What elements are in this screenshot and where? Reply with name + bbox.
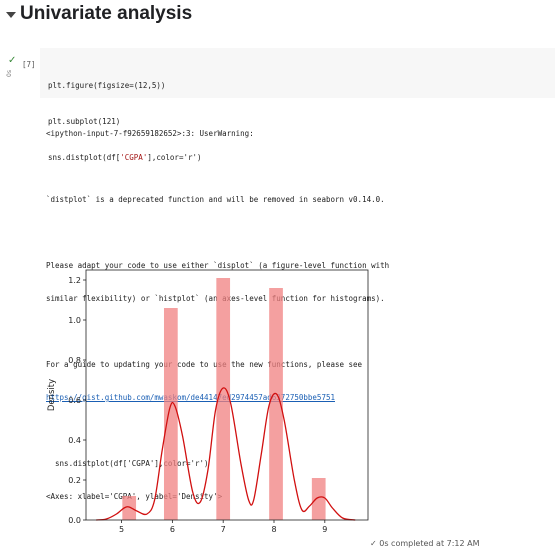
x-tick-label: 8 <box>271 525 276 534</box>
guide-link[interactable]: https://gist.github.com/mwaskom/de44147e… <box>46 393 335 402</box>
cell-exec-time: 0s <box>6 70 13 77</box>
axes-repr: <Axes: xlabel='CGPA', ylabel='Density'> <box>46 492 223 501</box>
plot-frame <box>85 269 369 521</box>
x-tick-label: 5 <box>119 525 124 534</box>
density-plot: 0.0 0.2 0.4 0.6 0.8 1.0 1.2 5 6 7 8 9 Density <box>47 269 369 534</box>
cell-output: <ipython-input-7-f92659182652>:3: UserWa… <box>46 106 389 513</box>
y-tick-label: 0.4 <box>68 436 81 445</box>
run-status-check-icon[interactable]: ✓ <box>8 55 17 66</box>
y-axis-label: Density <box>47 379 57 411</box>
histogram-bar-4 <box>269 288 283 520</box>
x-tick-label: 6 <box>170 525 175 534</box>
execution-count: [7] <box>22 60 36 69</box>
code-line-3: sns.distplot(df['CGPA'],color='r') <box>48 153 202 162</box>
adapt-message-line-1: Please adapt your code to use either `di… <box>46 261 390 270</box>
warning-header: <ipython-input-7-f92659182652>:3: UserWa… <box>46 129 254 138</box>
histogram-bar-5 <box>311 478 326 520</box>
y-tick-label: 1.2 <box>68 276 81 285</box>
adapt-message-line-2: similar flexibility) or `histplot` (an a… <box>46 294 385 303</box>
y-tick-label: 1.0 <box>68 316 81 325</box>
y-tick-label: 0.8 <box>68 356 81 365</box>
kde-curve <box>96 387 356 521</box>
histogram-bar-2 <box>163 308 178 520</box>
code-echo: sns.distplot(df['CGPA'],color='r') <box>46 459 209 468</box>
collapse-caret-icon[interactable] <box>6 12 16 18</box>
y-tick-label: 0.6 <box>68 396 81 405</box>
histogram-bar-1 <box>122 496 137 520</box>
code-line-1: plt.figure(figsize=(12,5)) <box>48 81 166 90</box>
code-cell-editor[interactable]: plt.figure(figsize=(12,5)) plt.subplot(1… <box>40 48 555 162</box>
x-tick-label: 9 <box>322 525 327 534</box>
deprecation-message: `distplot` is a deprecated function and … <box>46 195 385 204</box>
cell-gutter: ✓ 0s [7] <box>4 54 40 94</box>
y-tick-label: 0.0 <box>68 516 81 525</box>
y-tick-label: 0.2 <box>68 476 81 485</box>
x-tick-label: 7 <box>221 525 226 534</box>
status-bar: ✓ 0s completed at 7:12 AM <box>370 539 480 548</box>
code-line-2: plt.subplot(121) <box>48 117 121 126</box>
code-lines[interactable]: plt.figure(figsize=(12,5)) plt.subplot(1… <box>48 56 202 188</box>
histogram-bar-3 <box>216 278 231 520</box>
section-title: Univariate analysis <box>20 3 193 24</box>
section-header[interactable]: Univariate analysis <box>0 0 555 34</box>
